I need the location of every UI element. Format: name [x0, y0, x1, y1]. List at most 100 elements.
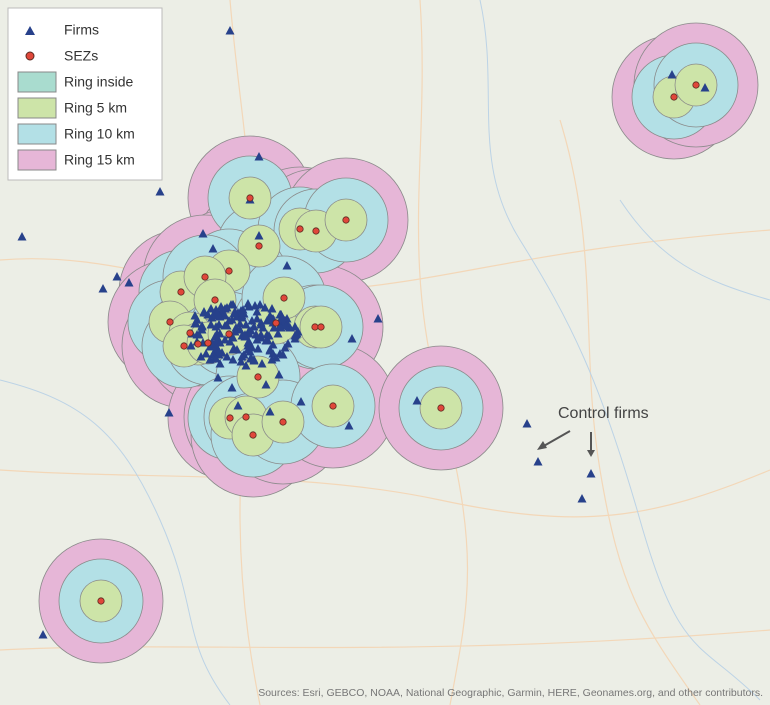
- firm-marker: [222, 321, 232, 330]
- arrow-head: [537, 441, 547, 450]
- firm-marker: [213, 373, 223, 382]
- legend-swatch: [17, 97, 57, 119]
- sez-marker: [166, 318, 174, 326]
- firm-marker: [164, 408, 174, 417]
- firm-marker: [241, 361, 251, 370]
- firm-marker: [196, 352, 206, 361]
- sez-marker: [204, 339, 212, 347]
- sez-marker: [242, 413, 250, 421]
- firm-marker: [215, 329, 225, 338]
- firm-marker: [214, 347, 224, 356]
- firm-marker: [98, 284, 108, 293]
- firm-marker: [254, 152, 264, 161]
- firm-marker: [252, 307, 262, 316]
- sez-marker: [186, 329, 194, 337]
- firm-marker: [233, 401, 243, 410]
- sez-marker: [279, 418, 287, 426]
- sez-marker: [255, 242, 263, 250]
- firm-marker: [267, 304, 277, 313]
- firm-marker: [206, 320, 216, 329]
- firm-marker: [212, 308, 222, 317]
- firm-marker: [296, 397, 306, 406]
- firm-marker: [208, 244, 218, 253]
- firm-marker: [229, 309, 239, 318]
- sez-marker: [296, 225, 304, 233]
- firm-marker: [215, 338, 225, 347]
- sez-marker: [670, 93, 678, 101]
- firm-marker: [265, 313, 275, 322]
- firm-marker: [254, 231, 264, 240]
- firm-marker: [38, 630, 48, 639]
- firm-marker: [260, 303, 270, 312]
- sez-marker: [201, 273, 209, 281]
- firm-marker: [246, 354, 256, 363]
- sez-marker: [692, 81, 700, 89]
- firm-marker: [577, 494, 587, 503]
- legend: Firms SEZs Ring inside Ring 5 km Ring 10…: [7, 7, 163, 181]
- firm-marker: [194, 330, 204, 339]
- firm-marker: [700, 83, 710, 92]
- firm-marker: [255, 300, 265, 309]
- firm-marker: [124, 278, 134, 287]
- firm-marker: [186, 341, 196, 350]
- legend-label: Firms: [64, 22, 99, 38]
- firm-marker: [256, 330, 266, 339]
- firm-marker: [274, 370, 284, 379]
- legend-label: Ring 10 km: [64, 126, 135, 142]
- sez-marker: [180, 342, 188, 350]
- legend-label: SEZs: [64, 48, 98, 64]
- firm-marker: [222, 352, 232, 361]
- firm-marker: [220, 335, 230, 344]
- firm-marker: [197, 325, 207, 334]
- sez-marker: [177, 288, 185, 296]
- firm-marker: [203, 310, 213, 319]
- firm-marker: [290, 334, 300, 343]
- firm-marker: [244, 340, 254, 349]
- firm-marker: [268, 340, 278, 349]
- firm-marker: [268, 349, 278, 358]
- firm-marker: [240, 330, 250, 339]
- firm-marker: [230, 327, 240, 336]
- sez-marker: [226, 414, 234, 422]
- firm-marker: [278, 350, 288, 359]
- firm-marker: [280, 343, 290, 352]
- firm-marker: [198, 229, 208, 238]
- sez-marker: [342, 216, 350, 224]
- firm-marker: [220, 311, 230, 320]
- firm-marker: [236, 357, 246, 366]
- firms: [17, 26, 710, 639]
- firm-marker: [257, 359, 267, 368]
- firm-marker: [586, 469, 596, 478]
- firm-marker: [667, 70, 677, 79]
- sez-marker: [225, 267, 233, 275]
- firm-marker: [269, 323, 279, 332]
- legend-label: Ring inside: [64, 74, 133, 90]
- sez-marker: [280, 294, 288, 302]
- firm-marker: [290, 322, 300, 331]
- firm-marker: [235, 319, 245, 328]
- arrow-head: [587, 450, 595, 457]
- firm-marker: [252, 314, 262, 323]
- firm-marker: [344, 421, 354, 430]
- firm-marker: [215, 359, 225, 368]
- sez-marker: [211, 296, 219, 304]
- firm-marker: [228, 300, 238, 309]
- sez-marker: [311, 323, 319, 331]
- attribution: Sources: Esri, GEBCO, NOAA, National Geo…: [258, 687, 763, 699]
- sez-marker: [437, 404, 445, 412]
- firm-marker: [252, 335, 262, 344]
- sez-marker: [312, 227, 320, 235]
- legend-swatch: [17, 149, 57, 171]
- firm-marker: [228, 333, 238, 342]
- firm-marker: [522, 419, 532, 428]
- firm-marker: [225, 26, 235, 35]
- firm-marker: [207, 313, 217, 322]
- sez-marker: [97, 597, 105, 605]
- firm-marker: [277, 313, 287, 322]
- firm-marker: [249, 322, 259, 331]
- sez-marker: [272, 319, 280, 327]
- annotation-text: Control firms: [558, 405, 649, 422]
- firm-marker: [412, 396, 422, 405]
